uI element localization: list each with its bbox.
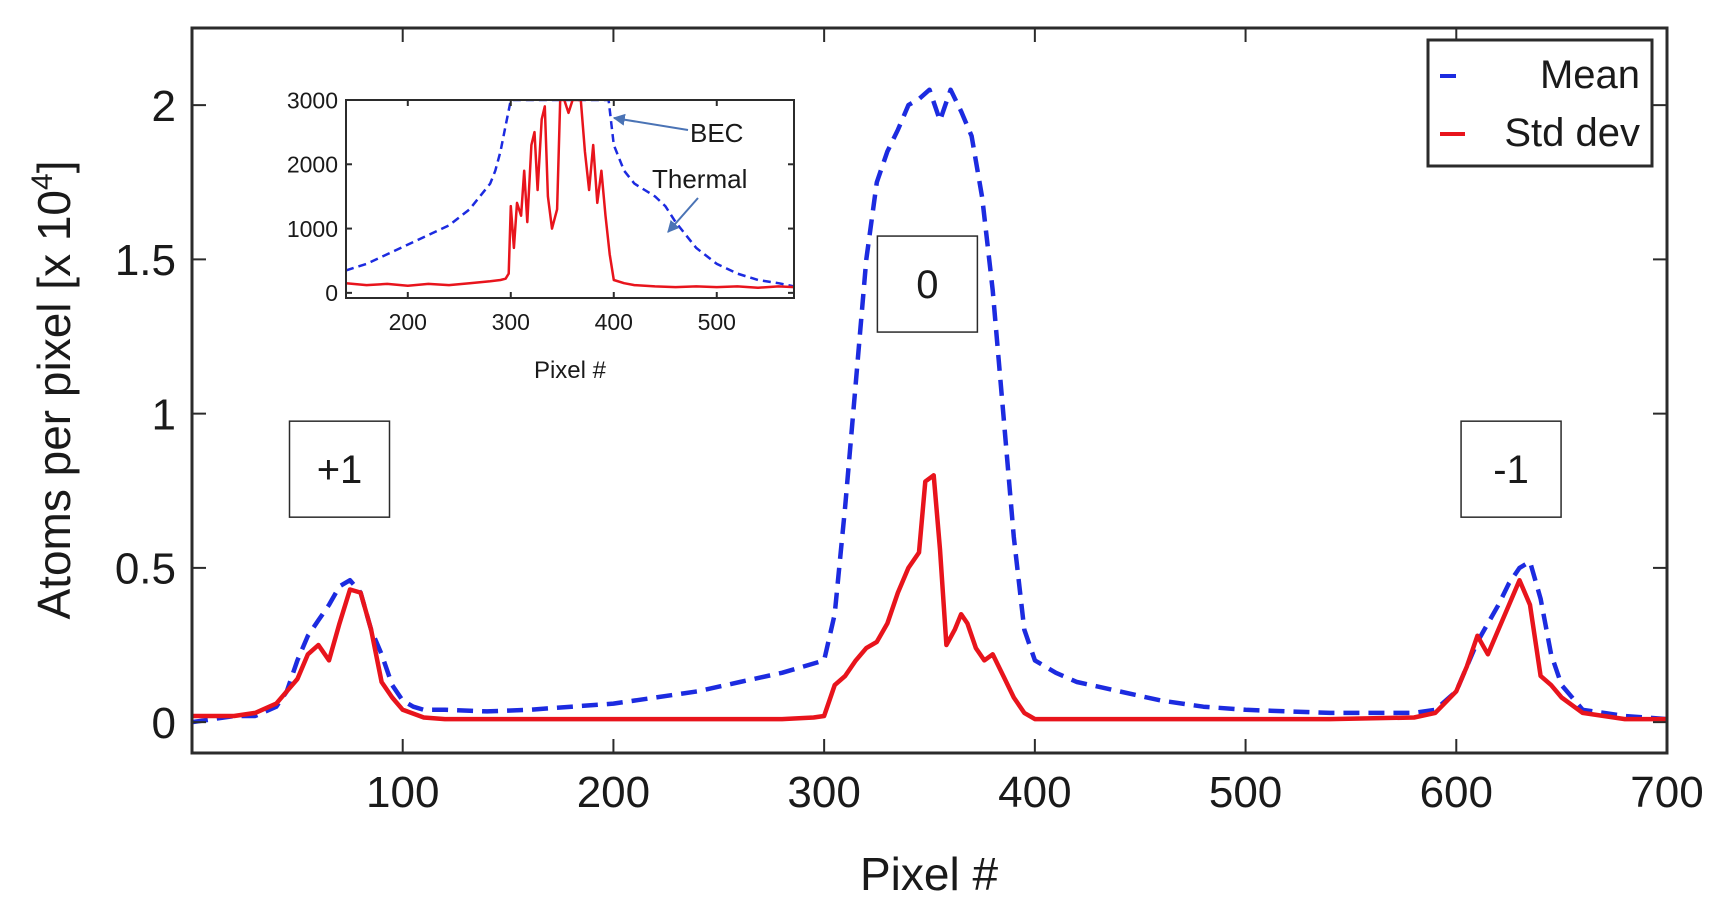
main-y-axis-label-suffix: ] (28, 161, 80, 174)
main-y-tick-label: 1.5 (115, 236, 176, 285)
main-x-tick-label: 300 (787, 768, 860, 817)
inset-x-tick-label: 500 (698, 309, 736, 335)
inset-line-series-2 (346, 100, 794, 289)
main-x-tick-label: 100 (366, 768, 439, 817)
inset-y-tick-label: 3000 (287, 87, 338, 113)
main-ticks-group: 100 200 300 400 500 600 700 0 0.5 1 1.5 2 (115, 28, 1704, 817)
main-y-tick-label: 0 (152, 699, 176, 748)
order-box-2 (876, 235, 979, 333)
inset-arrow-bec (612, 113, 689, 131)
order-label-3: -1 (1493, 448, 1529, 492)
main-series-group (192, 87, 1667, 725)
main-y-tick-label: 0.5 (115, 545, 176, 594)
main-plot-frame (190, 26, 1669, 755)
main-annotations-group: +1 0 -1 (288, 235, 1562, 518)
main-y-tick-label: 2 (152, 82, 176, 131)
main-x-tick-label: 400 (998, 768, 1071, 817)
main-y-axis-label: Atoms per pixel [x 104] (26, 161, 80, 620)
inset-x-tick-label: 200 (389, 309, 427, 335)
main-x-tick-label: 600 (1420, 768, 1493, 817)
order-box-3 (1460, 420, 1562, 518)
legend-box (1426, 38, 1654, 168)
main-x-tick-label: 500 (1209, 768, 1282, 817)
inset-plot-frame (345, 99, 795, 299)
legend-label-std-dev: Std dev (1504, 111, 1640, 155)
inset-line-series-1 (346, 100, 794, 288)
inset-x-tick-label: 400 (595, 309, 633, 335)
order-label-1: +1 (317, 448, 363, 492)
inset-y-tick-label: 2000 (287, 152, 338, 178)
inset-ticks-group: 200 300 400 500 0 1000 2000 3000 (287, 87, 794, 335)
inset-x-tick-label: 300 (492, 309, 530, 335)
main-x-tick-label: 200 (577, 768, 650, 817)
legend: Mean Std dev (1426, 38, 1654, 168)
main-y-axis-label-exponent: 4 (26, 173, 59, 190)
legend-label-mean: Mean (1540, 53, 1640, 97)
inset-annotation-thermal: Thermal (652, 164, 747, 194)
main-y-axis-label-text: Atoms per pixel [x 10 (28, 190, 80, 620)
inset-y-tick-label: 1000 (287, 216, 338, 242)
main-line-std-dev (192, 473, 1667, 722)
inset-series-group (346, 100, 794, 289)
inset-y-tick-label: 0 (325, 280, 338, 306)
inset-arrow-thermal (667, 197, 699, 233)
inset-annotations-group: BEC Thermal (652, 118, 747, 194)
main-y-tick-label: 1 (152, 390, 176, 439)
inset-x-axis-label: Pixel # (534, 357, 607, 384)
inset-annotation-bec: BEC (690, 118, 743, 148)
main-x-tick-label: 700 (1630, 768, 1703, 817)
order-box-1 (288, 420, 391, 518)
main-x-axis-label: Pixel # (860, 848, 998, 900)
order-label-2: 0 (916, 263, 938, 307)
